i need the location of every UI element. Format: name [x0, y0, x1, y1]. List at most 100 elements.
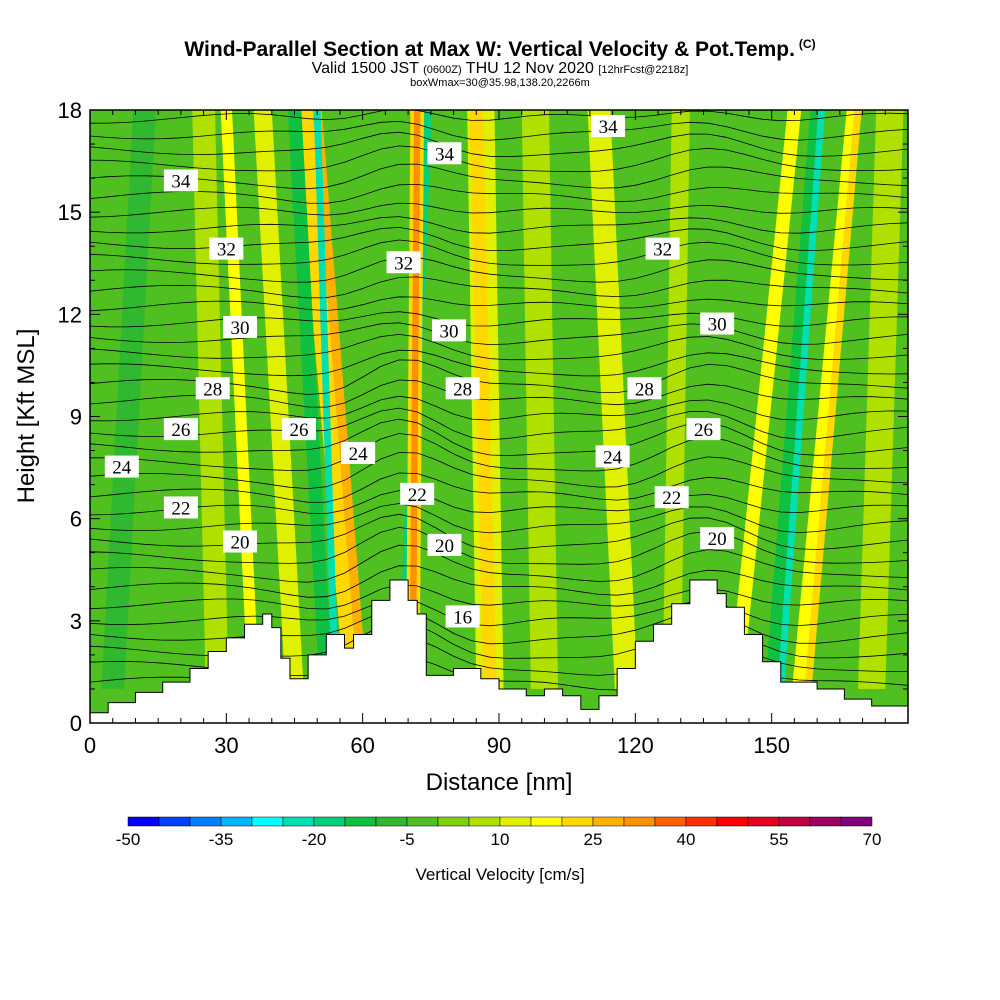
colorbar-swatch: [406, 816, 439, 827]
contour-label-text: 20: [435, 536, 454, 557]
contour-label-text: 22: [662, 488, 681, 509]
colorbar-swatch: [592, 816, 625, 827]
colorbar-swatch: [158, 816, 191, 827]
theta-contour-line: [90, 407, 908, 441]
velocity-band: [662, 110, 690, 689]
theta-contour-line: [90, 256, 908, 283]
colorbar-tick-label: 55: [770, 830, 789, 849]
x-tick-label: 60: [350, 733, 374, 758]
contour-label: 28: [445, 377, 480, 400]
theta-contour-line: [90, 131, 908, 158]
theta-contour-line: [90, 322, 908, 346]
contour-label: 22: [400, 482, 435, 506]
contour-label: 30: [700, 312, 735, 336]
velocity-band: [587, 110, 638, 689]
contour-label-box: [163, 418, 198, 441]
colorbar-swatch: [716, 816, 749, 827]
y-tick-label: 3: [70, 609, 82, 634]
theta-contour-line: [90, 526, 908, 565]
chart-title: Wind-Parallel Section at Max W: Vertical…: [0, 37, 1000, 62]
contour-label: 32: [645, 237, 680, 261]
colorbar-swatch: [747, 816, 780, 827]
theta-contour-line: [90, 544, 908, 583]
contour-label-text: 26: [290, 420, 309, 441]
contour-label: 32: [209, 237, 244, 261]
colorbar-swatch: [220, 816, 253, 827]
theta-contour-line: [90, 490, 908, 516]
theta-contour-line: [90, 565, 908, 598]
contour-label-box: [163, 496, 198, 519]
theta-contour-line: [90, 395, 908, 422]
velocity-band: [253, 110, 304, 689]
velocity-band: [287, 110, 334, 689]
theta-contour-line: [90, 183, 908, 204]
terrain-mask: [89, 579, 909, 724]
contour-label-text: 30: [708, 315, 727, 336]
contour-label: 26: [686, 418, 721, 441]
contour-label-box: [595, 445, 630, 468]
contour-label: 20: [700, 527, 735, 550]
theta-contour-line: [90, 598, 908, 627]
colorbar-swatch: [561, 816, 594, 827]
colorbar-swatch: [499, 816, 532, 827]
colorbar-tick-label: -35: [209, 830, 234, 849]
contour-label-box: [163, 169, 198, 192]
contour-label-box: [427, 142, 462, 165]
copyright-mark: (C): [798, 37, 816, 51]
contour-label-text: 28: [203, 379, 222, 400]
contour-label-box: [282, 418, 317, 441]
chart-title-text: Wind-Parallel Section at Max W: Vertical…: [184, 38, 795, 61]
x-tick-label: 150: [753, 733, 790, 758]
colorbar-swatch: [189, 816, 222, 827]
contour-label-text: 32: [653, 240, 672, 261]
y-tick-label: 15: [58, 200, 82, 225]
colorbar-swatch: [437, 816, 470, 827]
contour-label-box: [400, 482, 435, 505]
contour-label: 22: [163, 496, 198, 519]
valid-utc: (0600Z): [423, 64, 462, 76]
contour-label-text: 30: [440, 321, 459, 342]
theta-contour-line: [90, 418, 908, 457]
theta-contour-line: [90, 472, 908, 503]
colorbar-swatch: [127, 816, 160, 827]
forecast-info: [12hrFcst@2218z]: [598, 64, 689, 76]
contour-label: 20: [427, 533, 462, 557]
colorbar-swatch: [623, 816, 656, 827]
colorbar: -50 -35 -20 -5 10 25 40 55 70: [116, 816, 881, 849]
theta-contour-line: [90, 216, 908, 234]
contour-label: 30: [432, 319, 467, 342]
contour-label-text: 28: [635, 379, 654, 400]
contour-label-box: [591, 115, 626, 138]
colorbar-tick-label: 40: [677, 830, 696, 849]
contour-label: 24: [595, 445, 630, 468]
valid-date: THU 12 Nov 2020: [465, 60, 594, 77]
colorbar-tick-label: 25: [584, 830, 603, 849]
colorbar-title: Vertical Velocity [cm/s]: [415, 865, 584, 884]
colorbar-swatch: [251, 816, 284, 827]
colorbar-swatch: [282, 816, 315, 827]
contour-label-text: 34: [435, 144, 455, 165]
contour-label-box: [686, 418, 721, 441]
colorbar-tick-label: -20: [302, 830, 327, 849]
colorbar-tick-label: 10: [491, 830, 510, 849]
theta-contour-line: [90, 333, 908, 361]
contour-label-box: [700, 527, 735, 550]
contour-label-box: [341, 441, 376, 464]
contour-label-text: 20: [230, 533, 249, 554]
contour-label-box: [222, 315, 257, 338]
theta-contour-line: [90, 503, 908, 534]
colorbar-swatch: [840, 816, 873, 827]
contour-label-box: [386, 251, 421, 274]
contour-labels: 34 34 34 32 32 32 30 30 30 28 28 28 26 26 26 24 24 24 22 22…: [104, 115, 735, 628]
contour-label-box: [445, 605, 480, 628]
contour-label: 34: [163, 169, 198, 193]
contour-label: 28: [627, 377, 662, 400]
contour-label-box: [654, 486, 689, 509]
contour-label-box: [104, 455, 139, 478]
terrain: [89, 579, 909, 724]
colorbar-swatch: [778, 816, 811, 827]
theta-contour-line: [90, 276, 908, 299]
contour-label: 32: [386, 251, 421, 274]
contour-label: 26: [163, 418, 198, 441]
